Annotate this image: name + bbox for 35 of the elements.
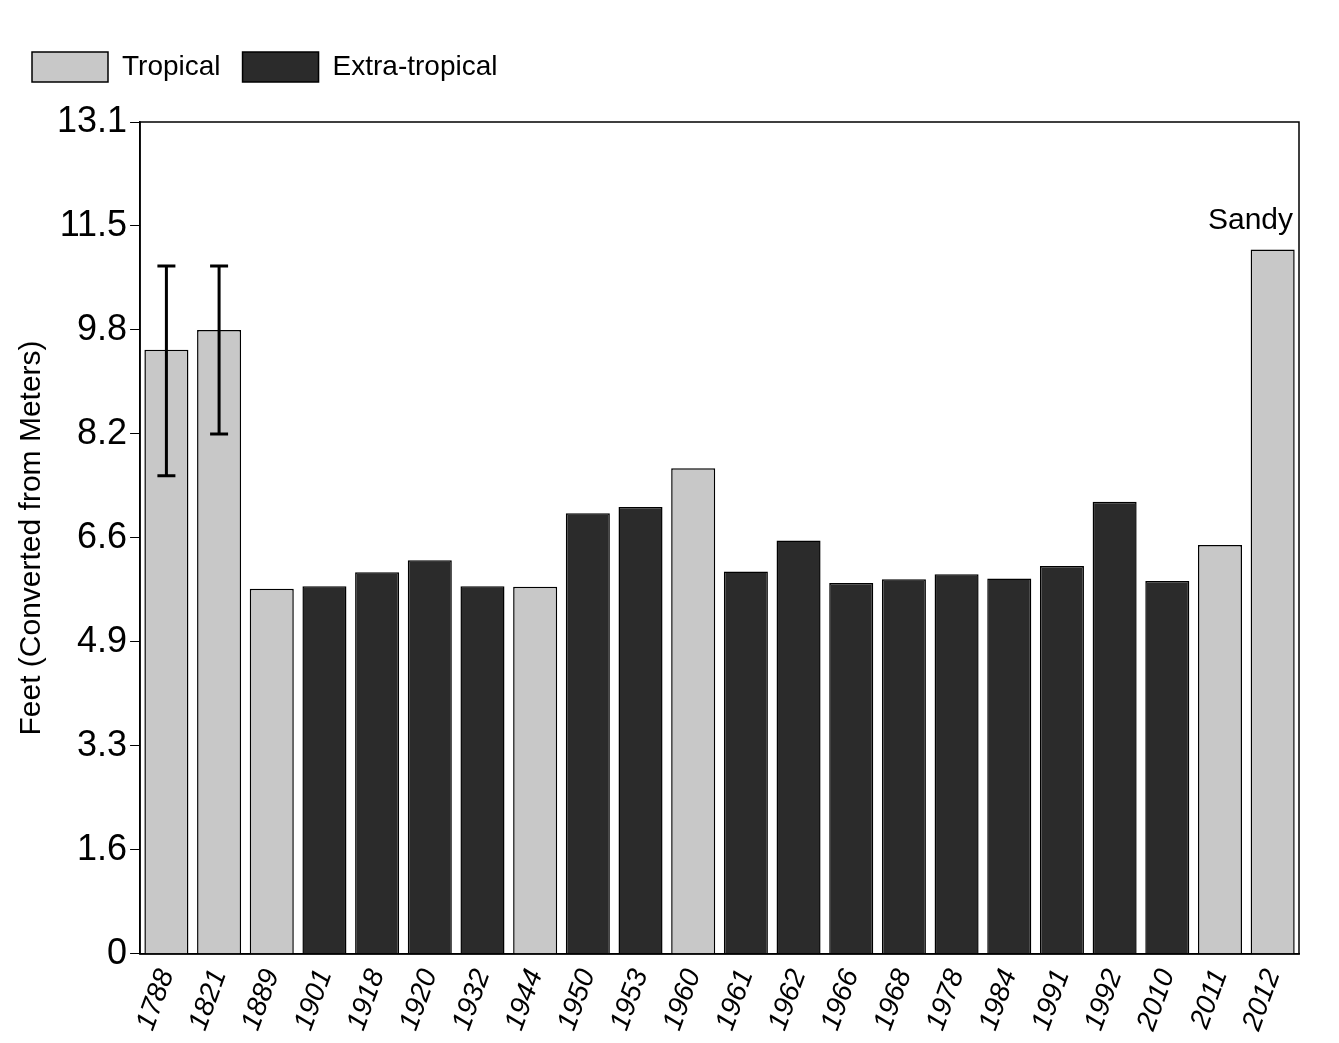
x-tick-label: 1968 [866, 964, 918, 1034]
annotation: Sandy [1207, 201, 1294, 235]
y-tick-label: 8.2 [77, 410, 128, 452]
y-tick-label: 3.3 [77, 722, 128, 764]
x-tick-label: 1944 [497, 964, 549, 1034]
y-tick-label: 0 [107, 930, 128, 972]
x-tick-label: 2010 [1129, 964, 1181, 1035]
x-tick-label: 1918 [339, 964, 391, 1034]
legend-label: Tropical [122, 49, 221, 81]
y-tick-label: 13.1 [56, 98, 128, 140]
y-tick-label: 1.6 [77, 826, 128, 868]
x-tick-label: 1961 [708, 964, 759, 1034]
x-tick-label: 1962 [761, 964, 812, 1034]
x-tick-label: 1901 [286, 964, 338, 1034]
x-tick-label: 1991 [1024, 964, 1075, 1034]
y-tick-label: 9.8 [77, 306, 128, 348]
x-tick-label: 1889 [234, 964, 285, 1034]
x-tick-label: 1953 [603, 964, 654, 1034]
x-tick-label: 1966 [813, 964, 865, 1034]
x-tick-label: 1932 [445, 964, 496, 1034]
x-tick-label: 1920 [392, 964, 443, 1034]
x-tick-label: 1950 [550, 964, 601, 1034]
x-tick-label: 1788 [128, 964, 180, 1034]
y-tick-label: 6.6 [77, 514, 128, 556]
x-tick-label: 1978 [919, 964, 970, 1034]
x-tick-label: 1984 [971, 964, 1023, 1034]
x-tick-label: 2012 [1234, 964, 1286, 1035]
y-axis-title: Feet (Converted from Meters) [13, 340, 47, 736]
x-tick-label: 2011 [1182, 964, 1233, 1033]
x-tick-label: 1992 [1077, 964, 1128, 1034]
legend-label: Extra-tropical [332, 49, 498, 81]
x-tick-label: 1821 [181, 964, 233, 1034]
y-tick-label: 4.9 [77, 618, 128, 660]
y-tick-label: 11.5 [59, 202, 128, 244]
x-tick-label: 1960 [655, 964, 707, 1034]
